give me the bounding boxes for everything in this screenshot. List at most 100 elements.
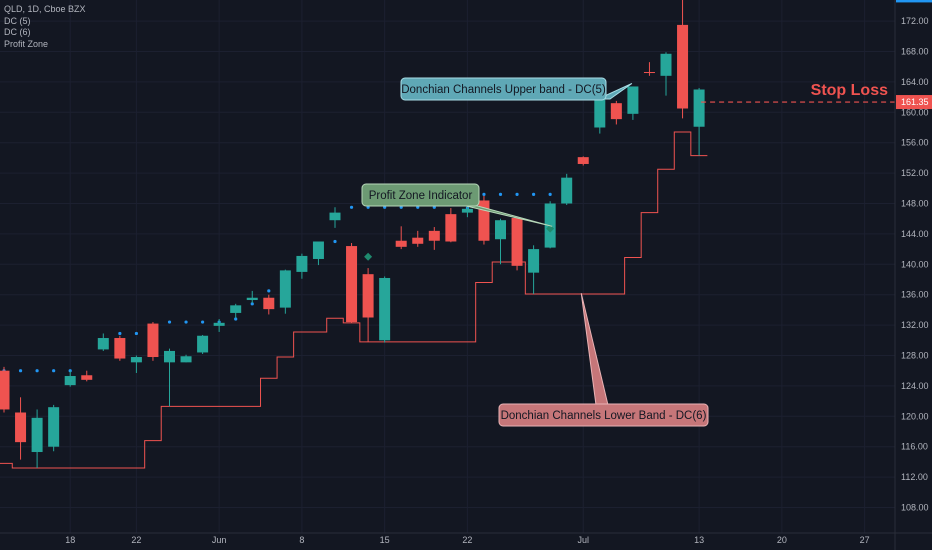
candle-down[interactable] (114, 338, 126, 359)
chart-legend: QLD, 1D, Cboe BZX DC (5) DC (6) Profit Z… (4, 4, 86, 50)
y-tick-label: 148.00 (901, 199, 929, 209)
candle-down[interactable] (346, 246, 358, 323)
profit-zone-callout-text: Profit Zone Indicator (369, 190, 473, 202)
upper-band-callout-text: Donchian Channels Upper band - DC(5) (401, 84, 606, 96)
price-tag (896, 0, 932, 3)
dc5-upper-dot (349, 205, 354, 209)
dc5-upper-dot (532, 192, 536, 196)
candle-up[interactable] (197, 335, 209, 353)
y-tick-label: 120.00 (901, 411, 929, 421)
level-lines: Buy StopStop Loss (701, 82, 895, 103)
x-tick-label: 8 (299, 535, 304, 545)
candle-up[interactable] (495, 220, 506, 240)
candle-up[interactable] (561, 177, 573, 204)
y-tick-label: 168.00 (901, 47, 929, 57)
y-axis: 108.00 112.00 116.00 120.00 124.00 128.00 132.… (894, 0, 932, 550)
x-tick-label: 27 (860, 535, 870, 545)
candle-down[interactable] (147, 323, 159, 358)
x-tick-label: 22 (462, 535, 472, 545)
lower-band-callout-text: Donchian Channels Lower Band - DC(6) (501, 410, 707, 422)
x-tick-label: 13 (694, 535, 704, 545)
candle-up[interactable] (180, 356, 192, 363)
candle-up[interactable] (64, 376, 76, 386)
candles[interactable] (0, 0, 705, 468)
y-tick-label: 152.00 (901, 168, 929, 178)
legend-dc6: DC (6) (4, 27, 31, 37)
candle-up[interactable] (627, 86, 639, 114)
candle-down[interactable] (15, 412, 27, 443)
candle-down[interactable] (395, 240, 407, 247)
candle-down[interactable] (412, 237, 424, 244)
candle-up[interactable] (660, 53, 672, 76)
dc5-upper-dot (267, 289, 271, 293)
y-tick-label: 124.00 (901, 381, 929, 391)
candle-down[interactable] (428, 230, 440, 241)
y-tick-label: 172.00 (901, 16, 929, 26)
legend-dc5: DC (5) (4, 15, 31, 26)
x-tick-label: Jun (212, 535, 227, 545)
candle-up[interactable] (164, 350, 175, 363)
candle-up[interactable] (312, 241, 324, 259)
dc5-upper-dot (498, 192, 503, 196)
callouts: Donchian Channels Upper band - DC(5) Prof… (361, 77, 709, 427)
candle-down[interactable] (0, 370, 10, 410)
dc5-upper-dot (234, 317, 238, 321)
candle-up[interactable] (31, 417, 43, 453)
candle-up[interactable] (296, 255, 308, 272)
dc5-upper-dot (482, 192, 486, 196)
y-tick-label: 140.00 (901, 259, 929, 269)
candle-down[interactable] (577, 157, 589, 164)
candle-up[interactable] (594, 95, 606, 128)
x-axis: 18 22 Jun 8 15 22 Jul 13 20 27 (0, 532, 932, 545)
candle-up[interactable] (461, 208, 473, 213)
dc5-upper-dot (118, 331, 122, 336)
profit-zone-markers (364, 224, 555, 261)
y-tick-label: 144.00 (901, 229, 929, 239)
candle-up[interactable] (528, 249, 540, 273)
dc5-upper-dot (201, 320, 205, 324)
candle-down[interactable] (445, 214, 457, 242)
x-tick-label: 15 (380, 535, 390, 545)
candle-up[interactable] (213, 322, 225, 326)
profit-zone-diamond (364, 252, 373, 261)
candle-up[interactable] (130, 357, 142, 363)
candle-up[interactable] (97, 338, 109, 350)
candle-down[interactable] (362, 274, 374, 318)
y-tick-label: 160.00 (901, 107, 929, 117)
y-tick-label: 136.00 (901, 290, 929, 300)
y-tick-label: 116.00 (901, 442, 928, 452)
price-tag (896, 95, 932, 110)
y-tick-label: 112.00 (901, 472, 928, 482)
dc6-lower-band (0, 131, 708, 469)
candle-up[interactable] (693, 89, 705, 127)
candle-down[interactable] (643, 72, 655, 74)
dc5-upper-dot (167, 320, 172, 324)
y-tick-label: 164.00 (901, 77, 929, 87)
legend-profit-zone: Profit Zone (4, 38, 49, 49)
candle-up[interactable] (379, 277, 391, 341)
candle-up[interactable] (246, 297, 258, 301)
profit-zone-callout-box (361, 183, 480, 207)
x-tick-label: Jul (577, 535, 589, 545)
x-tick-label: 22 (131, 535, 141, 545)
price-tag-label: 161.35 (901, 97, 929, 107)
candle-up[interactable] (329, 212, 341, 221)
candle-down[interactable] (511, 217, 523, 266)
y-tick-label: 132.00 (901, 320, 929, 330)
dc5-upper-dot (333, 239, 337, 244)
candle-down[interactable] (478, 200, 490, 241)
candle-up[interactable] (279, 270, 291, 308)
candle-up[interactable] (48, 407, 60, 447)
dc6-lower-line (0, 131, 708, 469)
x-tick-label: 20 (777, 535, 787, 545)
dc5-upper-dot (52, 369, 56, 373)
candle-down[interactable] (677, 24, 689, 109)
profit-zone-diamond (546, 224, 555, 233)
candle-down[interactable] (81, 375, 93, 380)
candle-down[interactable] (263, 297, 275, 310)
candle-down[interactable] (610, 103, 622, 120)
candle-up[interactable] (230, 305, 242, 313)
x-tick-label: 18 (65, 535, 75, 545)
legend-symbol: QLD, 1D, Cboe BZX (4, 4, 86, 14)
